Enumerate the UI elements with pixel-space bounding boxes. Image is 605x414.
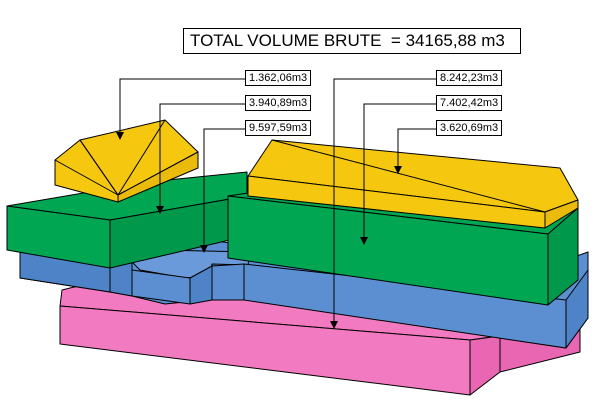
volume-label-right-roof: 3.620,69m3: [436, 120, 502, 136]
volume-label-pink-base: 8.242,23m3: [436, 70, 502, 86]
right-roof-block: [247, 139, 579, 229]
volume-label-left-roof: 1.362,06m3: [245, 70, 311, 86]
total-volume-equals: =: [390, 31, 401, 50]
blue-middle-block: [19, 237, 589, 349]
volume-label-left-green: 3.940,89m3: [245, 95, 311, 111]
total-volume-label: TOTAL VOLUME BRUTE = 34165,88 m3: [183, 28, 521, 54]
total-volume-value: 34165,88 m3: [405, 31, 505, 50]
volume-label-left-blue: 9.597,59m3: [245, 120, 311, 136]
leader-arrowheads: [116, 132, 402, 329]
volume-label-right-green: 7.402,42m3: [436, 95, 502, 111]
left-roof-block: [54, 119, 199, 203]
total-volume-caption: TOTAL VOLUME BRUTE: [190, 31, 382, 50]
leader-lines: [119, 78, 436, 322]
